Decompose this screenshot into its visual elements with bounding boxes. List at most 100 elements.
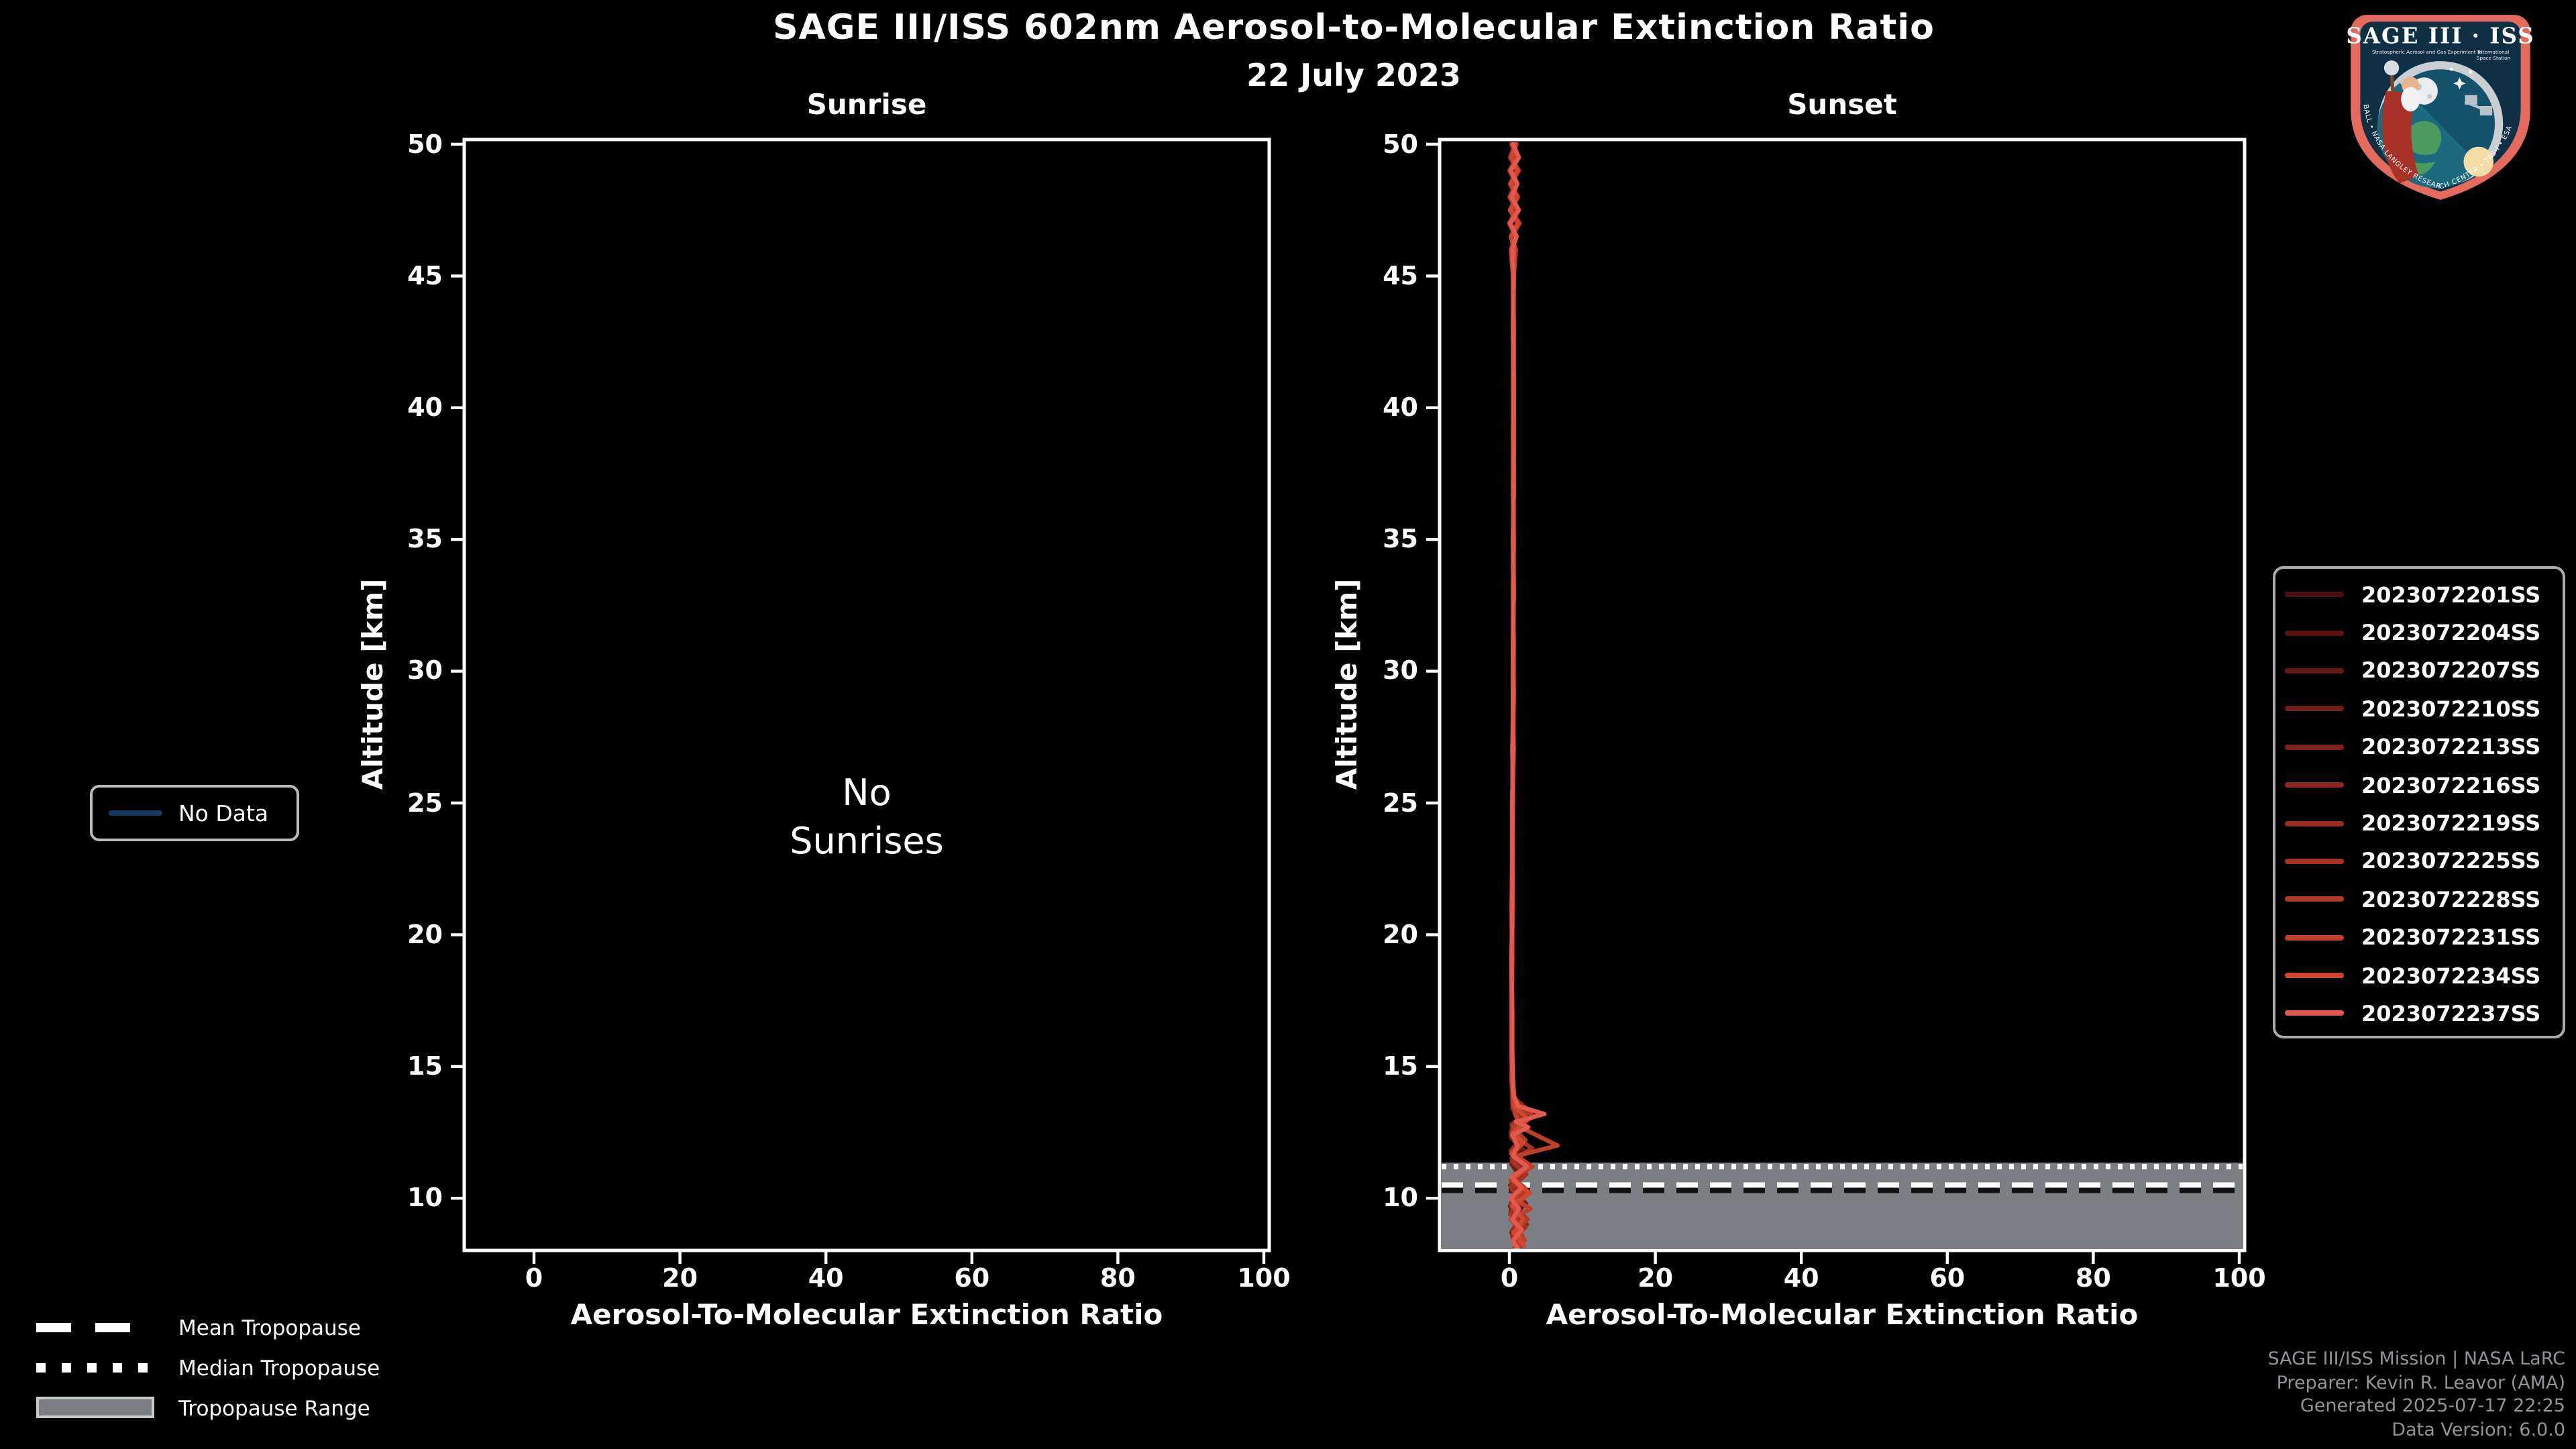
legend-label: 2023072231SS [2361, 924, 2541, 951]
x-tick-label: 0 [525, 1264, 543, 1293]
dashed-line-swatch [36, 1323, 154, 1332]
x-tick-label: 80 [2075, 1264, 2111, 1293]
sunrise-panel: No Sunrises [451, 138, 1271, 1264]
sunrise-x-axis-label: Aerosol-To-Molecular Extinction Ratio [570, 1299, 1163, 1331]
x-tick-label: 100 [1237, 1264, 1291, 1293]
y-tick-label: 25 [1383, 788, 1418, 818]
legend-label: 2023072213SS [2361, 734, 2541, 760]
legend-label: 2023072237SS [2361, 1000, 2541, 1026]
legend-row: 2023072225SS [2275, 842, 2563, 880]
footer-credits: SAGE III/ISS Mission | NASA LaRC Prepare… [2267, 1348, 2565, 1442]
logo-subtitle-right-1: International [2478, 49, 2509, 55]
x-tick-label: 20 [662, 1264, 698, 1293]
no-sunrises-annotation: No Sunrises [790, 773, 944, 863]
legend-line-swatch [2285, 896, 2344, 902]
legend-label: 2023072201SS [2361, 582, 2541, 608]
no-data-label: No Data [178, 800, 269, 826]
y-tick-label: 20 [407, 920, 443, 950]
legend-label: 2023072228SS [2361, 886, 2541, 912]
x-tick-label: 100 [2212, 1264, 2266, 1293]
logo-sun [2463, 146, 2494, 177]
y-tick-label: 45 [407, 261, 443, 291]
y-tick-label: 50 [407, 129, 443, 159]
sunset-plot [1426, 138, 2247, 1264]
no-data-line-swatch [109, 810, 162, 816]
legend-line-swatch [2285, 706, 2344, 712]
legend-row: 2023072207SS [2275, 652, 2563, 690]
mean-tropopause-legend-item: Mean Tropopause [36, 1312, 361, 1344]
legend-line-swatch [2285, 820, 2344, 826]
median-tropopause-legend-item: Median Tropopause [36, 1352, 380, 1385]
logo-figure [2381, 60, 2420, 184]
y-tick-label: 50 [1383, 129, 1418, 159]
y-tick-label: 20 [1383, 920, 1418, 950]
legend-row: 2023072219SS [2275, 804, 2563, 843]
logo-moon-crater-2 [2427, 94, 2432, 99]
legend-line-swatch [2285, 1010, 2344, 1016]
sunrise-axis-ticks [451, 142, 1266, 1264]
x-tick-label: 40 [1783, 1264, 1819, 1293]
logo-iss [2464, 95, 2493, 116]
y-tick-label: 30 [1383, 656, 1418, 686]
date-subtitle: 22 July 2023 [1246, 59, 1461, 94]
sunset-axis-ticks [1426, 142, 2241, 1264]
logo-stars [2449, 67, 2473, 90]
x-tick-label: 0 [1500, 1264, 1519, 1293]
y-tick-label: 25 [407, 788, 443, 818]
tropopause-range-legend-item: Tropopause Range [36, 1393, 370, 1425]
y-tick-label: 35 [1383, 525, 1418, 555]
sunrise-panel-header: Sunrise [806, 89, 927, 121]
x-tick-label: 40 [808, 1264, 844, 1293]
y-tick-label: 30 [407, 656, 443, 686]
legend-row: 2023072234SS [2275, 957, 2563, 995]
legend-line-swatch [2285, 744, 2344, 750]
preparer-credit: Preparer: Kevin R. Leavor (AMA) [2276, 1372, 2565, 1393]
sunset-panel-header: Sunset [1787, 89, 1897, 121]
legend-line-swatch [2285, 934, 2344, 941]
legend-line-swatch [2285, 630, 2344, 636]
sunset-event-legend: 2023072201SS 2023072204SS 2023072207SS 2023… [2273, 566, 2565, 1038]
data-version: Data Version: 6.0.0 [2392, 1419, 2565, 1440]
no-data-legend: No Data [90, 785, 299, 841]
generated-timestamp: Generated 2025-07-17 22:25 [2300, 1395, 2565, 1417]
legend-row: 2023072216SS [2275, 766, 2563, 804]
logo-subtitle-right-2: Space Station [2477, 55, 2510, 61]
legend-row: 2023072204SS [2275, 614, 2563, 652]
legend-label: 2023072225SS [2361, 848, 2541, 874]
tropopause-range-band [1442, 1163, 2243, 1248]
logo-subtitle-left: Stratospheric Aerosol and Gas Experiment… [2372, 49, 2481, 55]
logo-title: SAGE III · ISS [2346, 23, 2534, 49]
profile-line-2023072237SS [1507, 142, 1547, 1251]
y-tick-label: 15 [1383, 1051, 1418, 1081]
sunset-plot-border [1438, 138, 2247, 1252]
legend-row: 2023072210SS [2275, 690, 2563, 728]
x-tick-label: 60 [1929, 1264, 1966, 1293]
dotted-line-swatch [36, 1363, 154, 1373]
y-tick-label: 10 [1383, 1183, 1418, 1214]
y-tick-label: 40 [407, 392, 443, 423]
legend-line-swatch [2285, 973, 2344, 979]
y-tick-label: 10 [407, 1183, 443, 1214]
legend-label: 2023072234SS [2361, 963, 2541, 989]
sunset-x-axis-label: Aerosol-To-Molecular Extinction Ratio [1546, 1299, 2139, 1331]
sunrise-plot-border [462, 138, 1271, 1252]
x-tick-label: 60 [954, 1264, 990, 1293]
sunset-plot-bg [1440, 140, 2245, 1250]
x-tick-label: 20 [1638, 1264, 1674, 1293]
sunset-panel [1426, 138, 2247, 1264]
y-tick-label: 35 [407, 525, 443, 555]
legend-line-swatch [2285, 782, 2344, 788]
tropopause-markers [1442, 1163, 2243, 1248]
legend-line-swatch [2285, 858, 2344, 864]
mission-credit: SAGE III/ISS Mission | NASA LaRC [2267, 1348, 2565, 1370]
logo-landmass [2406, 121, 2442, 156]
legend-line-swatch [2285, 667, 2344, 674]
legend-label: 2023072204SS [2361, 620, 2541, 646]
page-title: SAGE III/ISS 602nm Aerosol-to-Molecular … [773, 8, 1935, 48]
legend-row: 2023072231SS [2275, 918, 2563, 957]
range-fill-swatch [36, 1397, 154, 1418]
legend-row: 2023072213SS [2275, 728, 2563, 766]
legend-label: 2023072207SS [2361, 657, 2541, 684]
x-tick-label: 80 [1099, 1264, 1136, 1293]
